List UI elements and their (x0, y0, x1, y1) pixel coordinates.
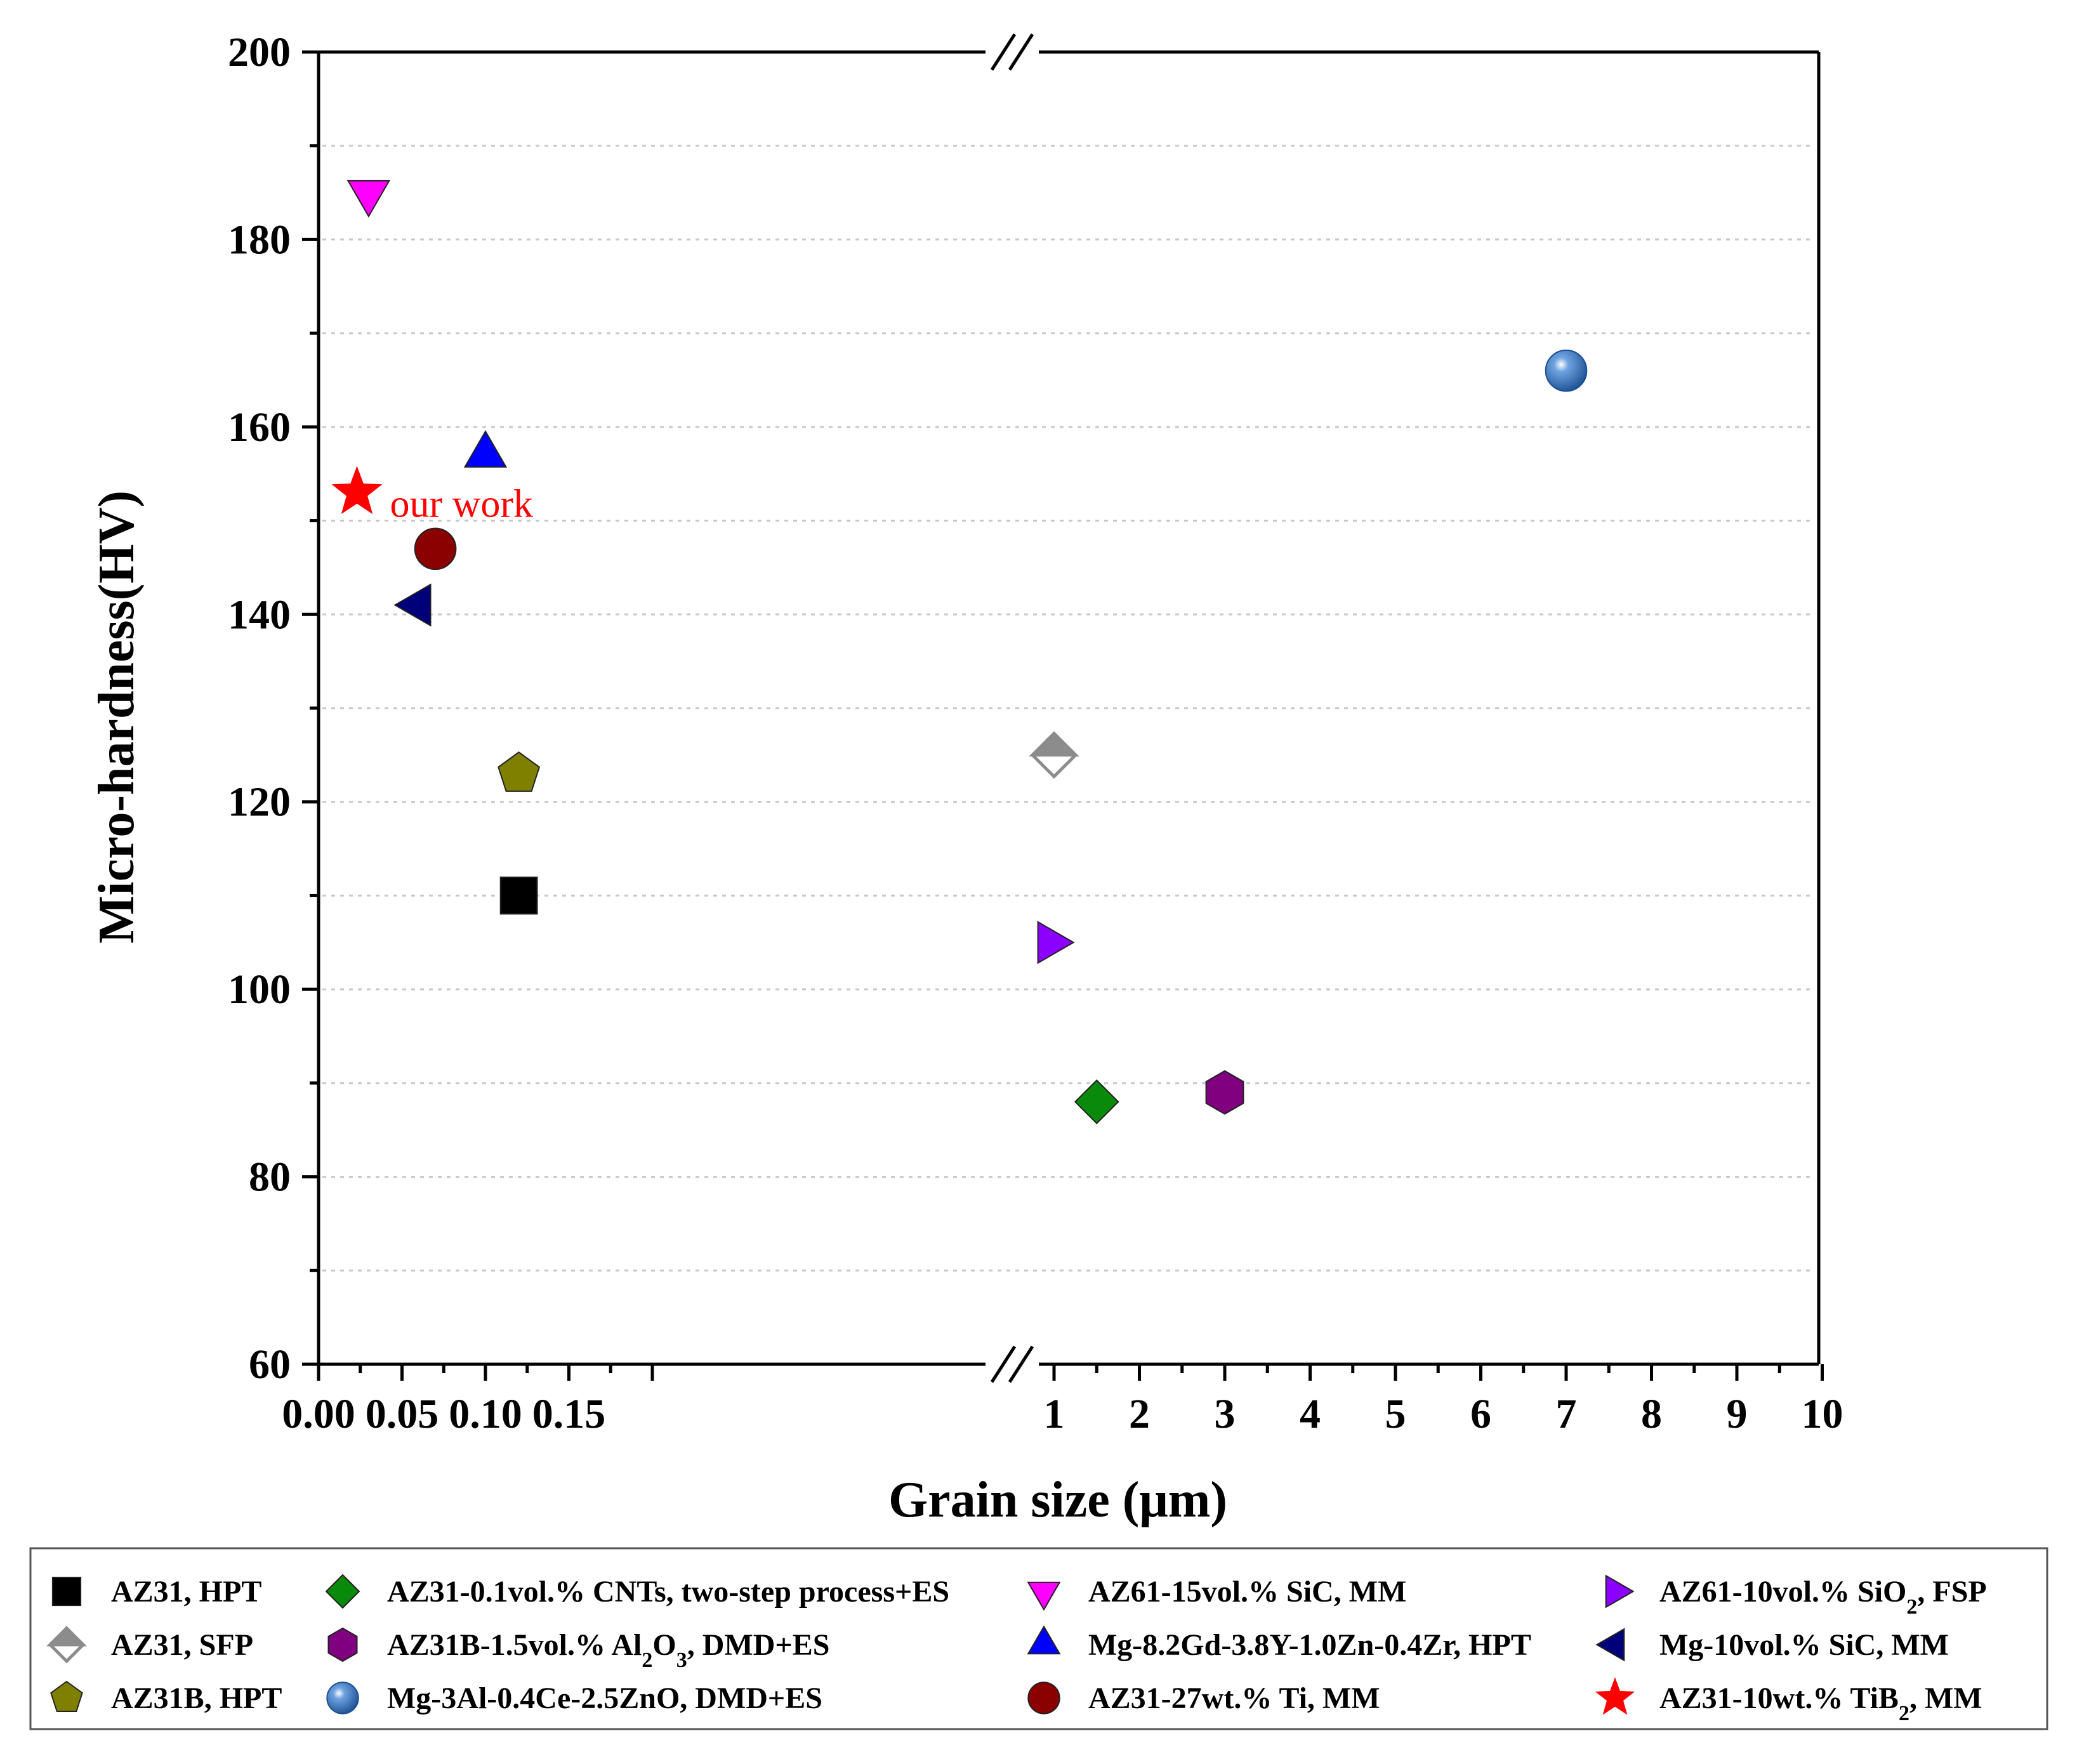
x-tick-label: 0.00 (282, 1391, 355, 1437)
axis-break-mark (990, 1345, 1017, 1383)
legend-label: AZ31-0.1vol.% CNTs, two-step process+ES (387, 1575, 949, 1609)
data-point (463, 430, 508, 468)
y-axis-title: Micro-hardness(HV) (89, 490, 145, 944)
data-point (498, 751, 541, 792)
legend-marker (50, 1680, 83, 1712)
data-point (393, 583, 432, 627)
data-point (1545, 349, 1588, 392)
x-tick-label: 4 (1300, 1391, 1321, 1437)
legend-label: AZ31-27wt.% Ti, MM (1088, 1682, 1380, 1715)
tick-labels: 60 80 100 120 140 160 180 200 0.00 0.05 0.10 0.15 1 2… (228, 29, 1843, 1437)
data-point (1028, 731, 1080, 779)
axis-break-mark (1008, 1345, 1034, 1383)
legend-marker (1605, 1574, 1635, 1609)
data-point (1037, 921, 1075, 964)
legend-marker (1027, 1625, 1061, 1655)
x-tick-label: 7 (1556, 1391, 1577, 1437)
x-tick-label: 8 (1641, 1391, 1662, 1437)
legend-marker (1595, 1628, 1625, 1662)
axes (302, 33, 1824, 1383)
legend-label: AZ61-15vol.% SiC, MM (1088, 1575, 1406, 1609)
y-tick-label: 140 (228, 591, 291, 638)
legend-marker (1027, 1581, 1061, 1611)
data-point (499, 876, 538, 915)
legend: AZ31, HPT AZ31-0.1vol.% CNTs, two-step pr… (29, 1547, 2048, 1730)
data-points (331, 180, 1588, 1124)
data-point (1074, 1079, 1119, 1124)
y-tick-label: 200 (228, 29, 291, 76)
x-tick-label: 9 (1727, 1391, 1748, 1437)
data-point (1205, 1070, 1244, 1115)
y-tick-label: 160 (228, 404, 291, 451)
x-tick-label: 0.05 (366, 1391, 439, 1437)
annotations: our work (390, 482, 533, 525)
x-tick-label: 3 (1215, 1391, 1236, 1437)
data-point (346, 180, 391, 218)
y-tick-label: 80 (249, 1154, 291, 1201)
legend-marker (46, 1626, 88, 1664)
legend-label: AZ31B, HPT (111, 1682, 282, 1715)
legend-label: Mg-8.2Gd-3.8Y-1.0Zn-0.4Zr, HPT (1088, 1628, 1531, 1662)
legend-marker (325, 1574, 360, 1609)
data-point (331, 466, 383, 515)
grid-lines (322, 145, 1815, 1272)
legend-marker (327, 1627, 358, 1662)
y-tick-label: 180 (228, 216, 291, 263)
annotation-label: our work (390, 482, 533, 525)
legend-marker (1027, 1682, 1060, 1715)
x-tick-label: 2 (1129, 1391, 1150, 1437)
data-point (414, 527, 457, 570)
legend-marker (51, 1576, 82, 1607)
axis-break-mark (990, 33, 1017, 71)
x-tick-label: 0.15 (532, 1391, 606, 1437)
legend-label: AZ31, HPT (111, 1575, 261, 1609)
legend-label: AZ31, SFP (111, 1628, 253, 1662)
legend-label: Mg-3Al-0.4Ce-2.5ZnO, DMD+ES (387, 1682, 822, 1715)
axis-break-mark (1008, 33, 1034, 71)
legend-marker (1595, 1677, 1635, 1715)
legend-marker (326, 1682, 359, 1715)
y-tick-label: 60 (249, 1341, 291, 1388)
x-axis-title: Grain size (μm) (888, 1472, 1227, 1528)
y-tick-label: 120 (228, 779, 291, 826)
legend-label: Mg-10vol.% SiC, MM (1659, 1628, 1949, 1662)
x-tick-label: 6 (1470, 1391, 1491, 1437)
x-tick-label: 10 (1802, 1391, 1843, 1437)
x-tick-label: 0.10 (449, 1391, 522, 1437)
x-tick-label: 1 (1044, 1391, 1065, 1437)
x-tick-label: 5 (1385, 1391, 1406, 1437)
y-tick-label: 100 (228, 966, 291, 1013)
